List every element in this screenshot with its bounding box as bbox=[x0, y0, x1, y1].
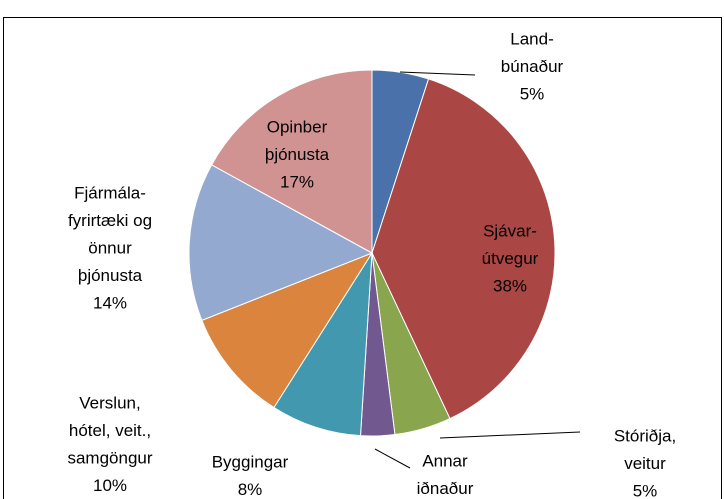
leader-line bbox=[439, 431, 581, 439]
value-label: 10% bbox=[93, 476, 127, 495]
leader-line bbox=[399, 71, 476, 76]
category-label: iðnaður bbox=[417, 479, 474, 498]
category-label: útvegur bbox=[482, 249, 539, 268]
pie bbox=[188, 69, 556, 437]
category-label: þjónusta bbox=[265, 145, 330, 164]
category-label: Land- bbox=[510, 29, 553, 48]
category-label: fyrirtæki og bbox=[68, 211, 152, 230]
pie-slice bbox=[201, 251, 374, 409]
category-label: Verslun, bbox=[79, 393, 140, 412]
category-label: Opinber bbox=[267, 117, 328, 136]
category-label: þjónusta bbox=[78, 266, 143, 285]
category-label: samgöngur bbox=[67, 448, 152, 467]
category-label: veitur bbox=[624, 454, 666, 473]
value-label: 17% bbox=[280, 172, 314, 191]
category-label: Annar bbox=[422, 451, 468, 470]
pie-slice bbox=[273, 252, 373, 437]
value-label: 5% bbox=[520, 84, 545, 103]
value-label: 38% bbox=[493, 276, 527, 295]
category-label: Byggingar bbox=[212, 452, 289, 471]
category-label: hótel, veit., bbox=[69, 421, 151, 440]
pie-slice bbox=[210, 69, 373, 254]
pie-slice bbox=[371, 78, 556, 420]
category-label: önnur bbox=[88, 238, 132, 257]
pie-slice bbox=[188, 164, 374, 322]
value-label: 5% bbox=[633, 481, 658, 499]
value-label: 14% bbox=[93, 293, 127, 312]
leader-line bbox=[374, 448, 411, 469]
category-label: Fjármála- bbox=[74, 183, 146, 202]
value-label: 8% bbox=[238, 480, 263, 499]
category-label: Stóriðja, bbox=[614, 426, 676, 445]
category-label: Sjávar- bbox=[483, 221, 537, 240]
category-label: búnaður bbox=[501, 57, 564, 76]
